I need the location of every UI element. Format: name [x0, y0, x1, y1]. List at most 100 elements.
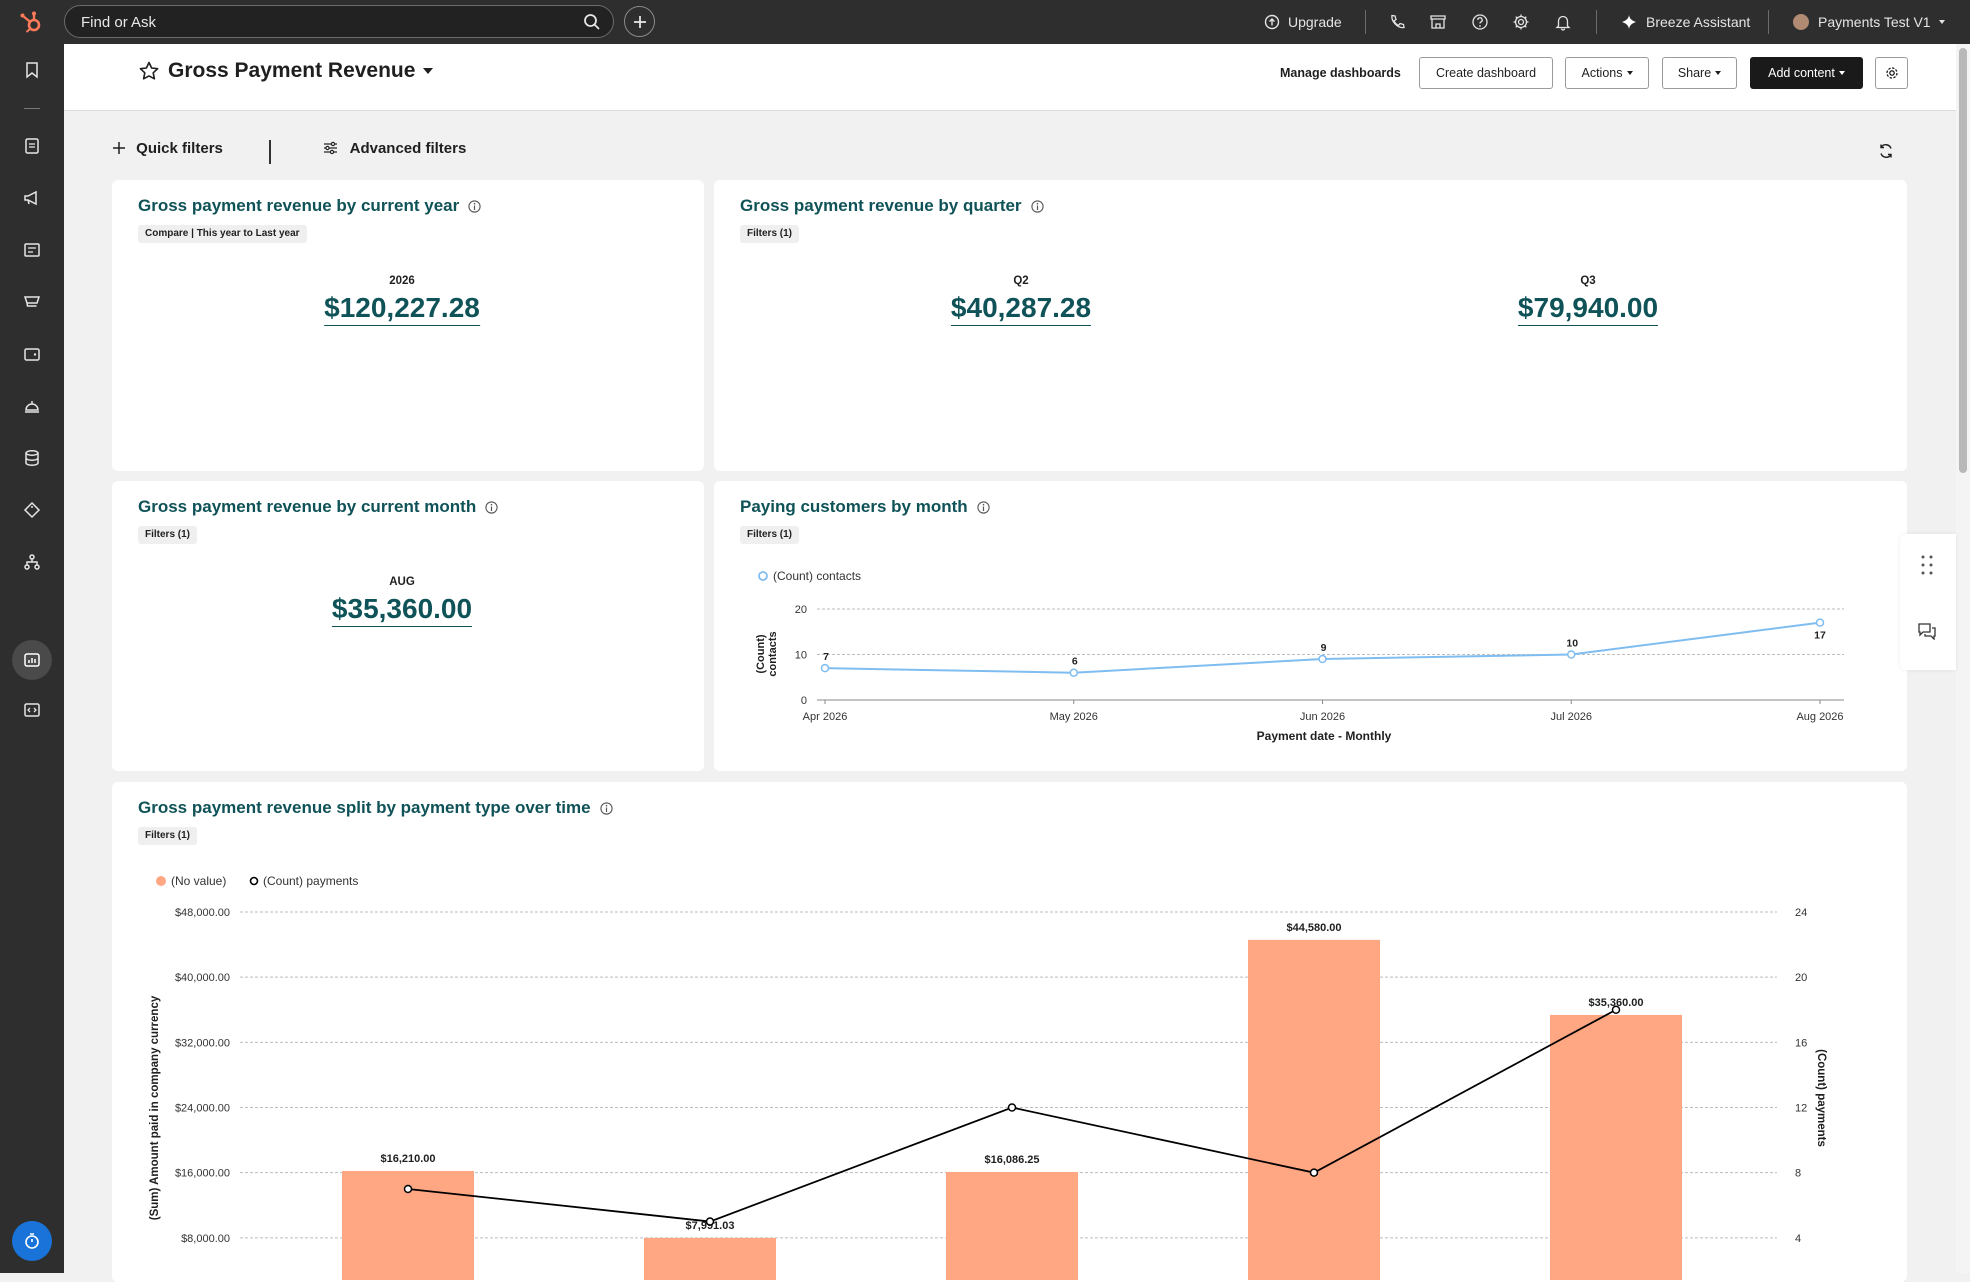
- manage-dashboards-link[interactable]: Manage dashboards: [1280, 66, 1401, 80]
- kpi-value[interactable]: $79,940.00: [1517, 292, 1659, 326]
- data-label: 17: [1814, 630, 1826, 642]
- refresh-icon[interactable]: [1877, 142, 1895, 160]
- kpi-value[interactable]: $120,227.28: [324, 292, 480, 326]
- create-new-button[interactable]: [624, 6, 655, 37]
- wallet-icon[interactable]: [22, 344, 42, 364]
- card-title-text: Gross payment revenue by quarter: [740, 196, 1022, 215]
- hubspot-logo-icon[interactable]: [18, 9, 44, 35]
- top-navigation-bar: Find or Ask Upgrade Breeze Assistant Pay…: [0, 0, 1970, 44]
- y-tick-label: $40,000.00: [175, 972, 230, 984]
- notifications-bell-icon[interactable]: [1554, 13, 1572, 31]
- bar-value-label: $35,360.00: [1588, 997, 1643, 1009]
- quick-filters-button[interactable]: Quick filters: [112, 140, 223, 164]
- x-tick-label: Aug 2026: [1796, 711, 1843, 723]
- dashboard-settings-button[interactable]: [1875, 57, 1908, 89]
- card-title[interactable]: Gross payment revenue split by payment t…: [138, 798, 613, 818]
- kpi-value[interactable]: $40,287.28: [950, 292, 1092, 326]
- compare-filter-chip[interactable]: Compare | This year to Last year: [138, 225, 307, 243]
- card-title-text: Paying customers by month: [740, 497, 968, 516]
- kpi-label: 2026: [389, 275, 415, 287]
- chevron-down-icon: [1715, 71, 1722, 75]
- phone-icon[interactable]: [1388, 13, 1406, 31]
- chat-icon[interactable]: [1917, 622, 1937, 640]
- bookmark-icon[interactable]: [22, 60, 42, 80]
- help-icon[interactable]: [1471, 13, 1489, 31]
- chevron-down-icon: [1838, 71, 1845, 75]
- kpi-value[interactable]: $35,360.00: [331, 593, 473, 627]
- card-revenue-split[interactable]: Gross payment revenue split by payment t…: [112, 782, 1907, 1282]
- share-button[interactable]: Share: [1662, 57, 1737, 89]
- chevron-down-icon: [1938, 20, 1945, 24]
- legend-marker: [156, 876, 166, 886]
- breeze-assistant-button[interactable]: Breeze Assistant: [1621, 0, 1750, 44]
- advanced-filters-button[interactable]: Advanced filters: [323, 140, 466, 164]
- upgrade-arrow-icon: [1264, 14, 1280, 30]
- content-icon[interactable]: [22, 240, 42, 260]
- tag-icon[interactable]: [22, 500, 42, 520]
- service-bell-icon[interactable]: [22, 396, 42, 416]
- actions-button[interactable]: Actions: [1565, 57, 1649, 89]
- y2-tick-label: 16: [1795, 1037, 1807, 1049]
- filter-divider: [269, 140, 271, 164]
- y-tick-label: $24,000.00: [175, 1103, 230, 1115]
- automation-icon[interactable]: [22, 552, 42, 572]
- reporting-chart-icon[interactable]: [22, 650, 42, 670]
- dashboard-title-selector[interactable]: Gross Payment Revenue: [138, 59, 434, 83]
- marketing-megaphone-icon[interactable]: [22, 188, 42, 208]
- y-axis-label: (Sum) Amount paid in company currency: [149, 995, 161, 1220]
- info-icon[interactable]: [1030, 199, 1044, 213]
- drag-handle-icon[interactable]: [1920, 554, 1934, 576]
- revenue-split-combo-chart: (No value) (Count) payments $8,000.00 4 $16,…: [149, 874, 1827, 1280]
- x-tick-label: May 2026: [1050, 711, 1098, 723]
- data-point: [1007, 1103, 1017, 1112]
- filters-chip[interactable]: Filters (1): [138, 827, 198, 845]
- y2-axis-label: (Count) payments: [1815, 1049, 1827, 1147]
- card-title[interactable]: Gross payment revenue by quarter: [740, 196, 1044, 216]
- favorite-star-icon[interactable]: [138, 60, 160, 82]
- database-icon[interactable]: [22, 448, 42, 468]
- plus-icon: [113, 142, 125, 154]
- data-point: [1069, 668, 1078, 677]
- card-paying-customers[interactable]: Paying customers by month Filters (1) (C…: [714, 481, 1907, 771]
- add-content-button[interactable]: Add content: [1750, 57, 1863, 89]
- create-dashboard-button[interactable]: Create dashboard: [1419, 57, 1553, 89]
- info-icon[interactable]: [599, 801, 613, 815]
- data-point: [1309, 1168, 1319, 1177]
- page-scrollbar[interactable]: [1956, 44, 1970, 1273]
- card-revenue-by-quarter[interactable]: Gross payment revenue by quarter Filters…: [714, 180, 1907, 471]
- card-revenue-by-year[interactable]: Gross payment revenue by current year Co…: [112, 180, 704, 471]
- y-axis-label: (Count)contacts: [755, 631, 779, 676]
- filters-chip[interactable]: Filters (1): [740, 225, 800, 243]
- data-label: 10: [1566, 638, 1578, 650]
- account-menu[interactable]: Payments Test V1: [1793, 0, 1945, 44]
- legend-marker: [249, 876, 259, 886]
- info-icon[interactable]: [468, 199, 481, 213]
- data-point: [1815, 618, 1825, 627]
- data-label: 6: [1072, 656, 1078, 668]
- commerce-cart-icon[interactable]: [22, 292, 42, 312]
- contacts-icon[interactable]: [22, 136, 42, 156]
- settings-gear-icon[interactable]: [1512, 13, 1530, 31]
- scrollbar-thumb[interactable]: [1959, 48, 1967, 473]
- marketplace-icon[interactable]: [1429, 13, 1447, 31]
- data-point: [1318, 654, 1327, 664]
- page-title: Gross Payment Revenue: [168, 59, 416, 82]
- search-input[interactable]: Find or Ask: [64, 5, 614, 38]
- filters-chip[interactable]: Filters (1): [740, 526, 800, 544]
- chevron-down-icon: [1626, 71, 1633, 75]
- info-icon[interactable]: [977, 500, 990, 514]
- bar: [1248, 939, 1380, 1280]
- card-revenue-by-month[interactable]: Gross payment revenue by current month F…: [112, 481, 704, 771]
- filters-chip[interactable]: Filters (1): [138, 526, 198, 544]
- info-icon[interactable]: [485, 500, 498, 514]
- upgrade-button[interactable]: Upgrade: [1264, 0, 1342, 44]
- timer-button[interactable]: [12, 1221, 52, 1261]
- card-title[interactable]: Paying customers by month: [740, 497, 990, 517]
- card-title-text: Gross payment revenue by current year: [138, 196, 460, 215]
- developer-code-icon[interactable]: [22, 700, 42, 720]
- divider: [1365, 10, 1366, 34]
- search-icon[interactable]: [583, 13, 601, 31]
- advanced-filters-label: Advanced filters: [349, 140, 467, 157]
- card-title[interactable]: Gross payment revenue by current month: [138, 497, 498, 517]
- card-title[interactable]: Gross payment revenue by current year: [138, 196, 481, 216]
